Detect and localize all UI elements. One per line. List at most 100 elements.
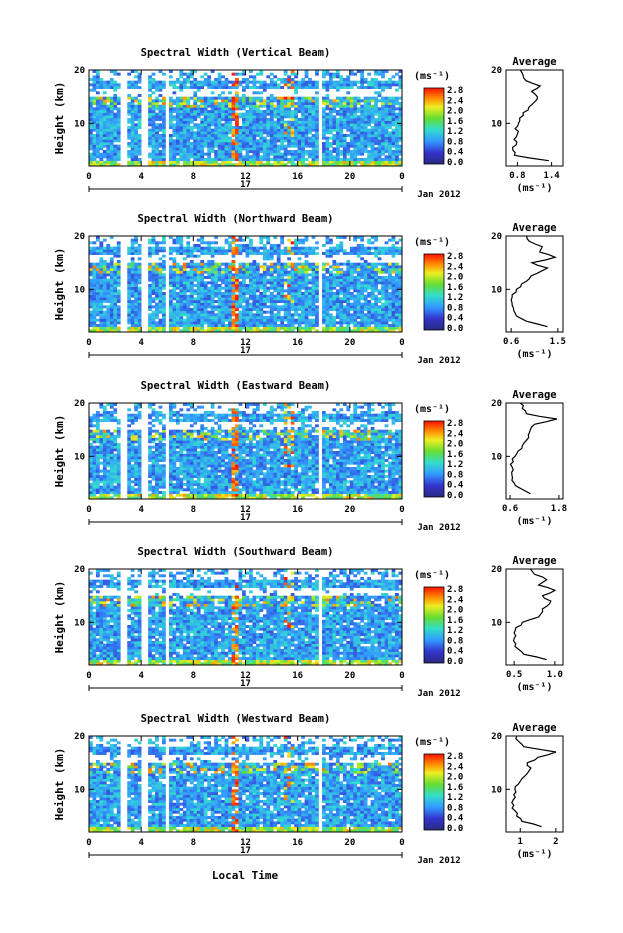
x-tick-label: 0 (86, 671, 91, 681)
avg-title: Average (512, 722, 556, 734)
avg-title: Average (512, 389, 556, 401)
avg-x-tick-label: 0.5 (506, 670, 522, 680)
y-axis-label: Height (km) (53, 748, 66, 821)
avg-unit: (ms⁻¹) (516, 849, 552, 860)
avg-frame (506, 569, 563, 665)
month-label: Jan 2012 (417, 356, 460, 366)
colorbar-tick-label: 1.2 (447, 127, 463, 137)
panel-2: Spectral Width (Eastward Beam) 20 10 Height… (53, 380, 567, 533)
colorbar-tick-label: 2.0 (447, 773, 463, 783)
x-tick-label: 20 (344, 505, 355, 515)
y-tick-label: 10 (74, 119, 85, 129)
heatmap (89, 236, 402, 332)
avg-profile-line (512, 736, 556, 827)
colorbar-tick-label: 1.6 (447, 616, 463, 626)
x-tick-label: 8 (191, 172, 196, 182)
x-tick-label: 16 (292, 172, 303, 182)
x-tick-label: 8 (191, 838, 196, 848)
colorbar-tick-label: 0.8 (447, 470, 463, 480)
avg-y-tick-label: 20 (491, 66, 502, 76)
panel-4: Spectral Width (Westward Beam)2010Height… (53, 713, 563, 866)
x-tick-label: 20 (344, 338, 355, 348)
colorbar (424, 754, 444, 830)
x-tick-label: 0 (399, 505, 404, 515)
x-tick-label: 16 (292, 671, 303, 681)
colorbar-tick-label: 2.4 (447, 429, 464, 439)
y-tick-label: 20 (74, 232, 85, 242)
avg-y-tick-label: 10 (491, 285, 502, 295)
colorbar-tick-label: 1.6 (447, 117, 463, 127)
day-label: 17 (240, 846, 251, 856)
colorbar-tick-label: 1.2 (447, 460, 463, 470)
avg-y-tick-label: 10 (491, 785, 502, 795)
x-axis-label: Local Time (212, 869, 279, 882)
x-tick-label: 20 (344, 671, 355, 681)
x-tick-label: 0 (86, 172, 91, 182)
month-label: Jan 2012 (417, 190, 460, 200)
heatmap (89, 70, 402, 166)
y-axis-label: Height (km) (53, 415, 66, 488)
colorbar-tick-label: 2.8 (447, 419, 463, 429)
colorbar-tick-label: 1.6 (447, 783, 463, 793)
avg-profile-line (511, 236, 555, 327)
x-tick-label: 16 (292, 338, 303, 348)
x-tick-label: 0 (399, 338, 404, 348)
avg-y-tick-label: 10 (491, 119, 502, 129)
x-tick-label: 0 (399, 838, 404, 848)
avg-profile-line (511, 403, 557, 494)
colorbar-tick-label: 0.4 (447, 481, 464, 491)
colorbar-tick-label: 0.0 (447, 657, 463, 667)
x-tick-label: 4 (138, 838, 144, 848)
y-tick-label: 20 (74, 66, 85, 76)
panel-title: Spectral Width (Eastward Beam) (141, 380, 331, 392)
avg-x-tick-label: 0.6 (503, 337, 519, 347)
x-tick-label: 4 (138, 172, 144, 182)
colorbar-tick-label: 2.0 (447, 440, 463, 450)
colorbar-tick-label: 0.8 (447, 803, 463, 813)
day-label: 17 (240, 346, 251, 356)
day-label: 17 (240, 679, 251, 689)
colorbar (424, 587, 444, 663)
avg-x-tick-label: 1.5 (550, 337, 566, 347)
avg-x-tick-label: 0.8 (509, 171, 525, 181)
x-tick-label: 8 (191, 338, 196, 348)
y-axis-label: Height (km) (53, 248, 66, 321)
colorbar-tick-label: 2.4 (447, 96, 464, 106)
colorbar-tick-label: 1.6 (447, 450, 463, 460)
avg-x-tick-label: 0.6 (502, 504, 518, 514)
month-label: Jan 2012 (417, 856, 460, 866)
y-tick-label: 10 (74, 452, 85, 462)
x-tick-label: 8 (191, 671, 196, 681)
avg-x-tick-label: 1.4 (543, 171, 560, 181)
colorbar-tick-label: 1.2 (447, 293, 463, 303)
avg-profile-line (513, 70, 549, 161)
colorbar (424, 421, 444, 497)
panel-0: Spectral Width (Vertical Beam)2010Height… (53, 47, 563, 200)
avg-y-tick-label: 20 (491, 565, 502, 575)
colorbar-tick-label: 0.0 (447, 324, 463, 334)
panel-title: Spectral Width (Westward Beam) (141, 713, 331, 725)
avg-title: Average (512, 555, 556, 567)
colorbar-tick-label: 2.0 (447, 273, 463, 283)
avg-unit: (ms⁻¹) (516, 349, 552, 360)
colorbar-tick-label: 0.4 (447, 314, 464, 324)
colorbar-tick-label: 0.8 (447, 636, 463, 646)
y-tick-label: 10 (74, 785, 85, 795)
y-tick-label: 20 (74, 565, 85, 575)
x-tick-label: 0 (86, 838, 91, 848)
panel-1: Spectral Width (Northward Beam)2010Heigh… (53, 213, 566, 366)
day-label: 17 (240, 513, 251, 523)
x-tick-label: 0 (399, 172, 404, 182)
colorbar-tick-label: 1.2 (447, 626, 463, 636)
x-tick-label: 0 (86, 338, 91, 348)
avg-unit: (ms⁻¹) (516, 516, 552, 527)
y-tick-label: 10 (74, 285, 85, 295)
day-label: 17 (240, 180, 251, 190)
colorbar-tick-label: 0.4 (447, 814, 464, 824)
colorbar-tick-label: 2.0 (447, 107, 463, 117)
avg-profile-line (514, 569, 555, 660)
colorbar-unit: (ms⁻¹) (414, 737, 450, 748)
colorbar-tick-label: 0.0 (447, 491, 463, 501)
colorbar-tick-label: 0.8 (447, 137, 463, 147)
panel-title: Spectral Width (Southward Beam) (138, 546, 334, 558)
